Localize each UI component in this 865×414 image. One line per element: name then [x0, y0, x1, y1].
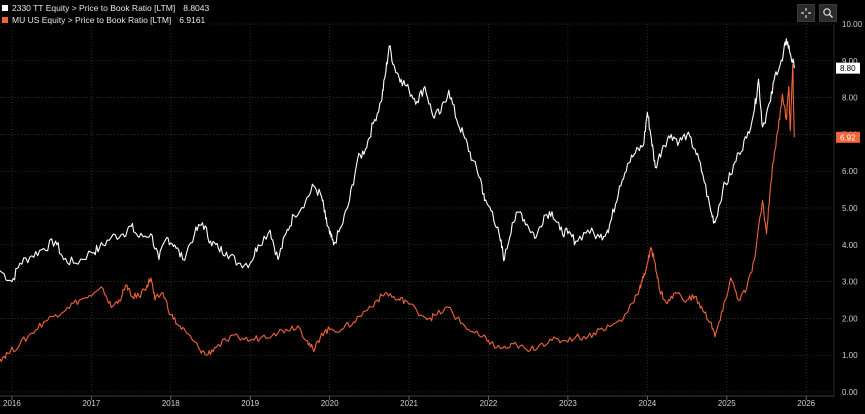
y-tick-label: 8.00	[842, 94, 858, 103]
chart-toolbar	[797, 4, 837, 22]
y-tick-label: 4.00	[842, 241, 858, 250]
x-tick-label: 2020	[321, 399, 339, 408]
x-tick-label: 2023	[559, 399, 577, 408]
legend-swatch-white	[2, 5, 8, 11]
y-tick-label: 5.00	[842, 204, 858, 213]
y-tick-label: 3.00	[842, 278, 858, 287]
x-tick-label: 2021	[400, 399, 418, 408]
legend-label: MU US Equity > Price to Book Ratio [LTM]	[12, 15, 172, 25]
legend-entry-mu-us: MU US Equity > Price to Book Ratio [LTM]…	[2, 14, 209, 26]
legend-swatch-orange	[2, 17, 8, 23]
x-tick-label: 2019	[241, 399, 259, 408]
last-value-label: 6.92	[840, 133, 856, 142]
y-tick-label: 9.00	[842, 57, 858, 66]
x-tick-label: 2018	[162, 399, 180, 408]
series-line-2330-tt	[0, 38, 795, 283]
chart-legend: 2330 TT Equity > Price to Book Ratio [LT…	[2, 2, 210, 26]
y-tick-label: 10.00	[842, 20, 863, 29]
x-tick-label: 2017	[82, 399, 100, 408]
y-tick-label: 1.00	[842, 351, 858, 360]
last-value-tag	[836, 62, 860, 74]
y-tick-label: 0.00	[842, 388, 858, 397]
legend-value: 8.8043	[183, 3, 210, 13]
x-tick-label: 2022	[480, 399, 498, 408]
x-tick-label: 2024	[638, 399, 656, 408]
y-tick-label: 2.00	[842, 314, 858, 323]
legend-label: 2330 TT Equity > Price to Book Ratio [LT…	[12, 3, 176, 13]
crosshair-icon[interactable]	[797, 4, 815, 22]
x-tick-label: 2026	[797, 399, 815, 408]
legend-entry-2330-tt: 2330 TT Equity > Price to Book Ratio [LT…	[2, 2, 209, 14]
zoom-icon[interactable]	[819, 4, 837, 22]
last-value-tag	[836, 131, 860, 143]
last-value-label: 8.80	[840, 64, 856, 73]
x-tick-label: 2025	[718, 399, 736, 408]
y-tick-label: 6.00	[842, 167, 858, 176]
series-line-mu-us	[0, 63, 795, 363]
x-tick-label: 2016	[3, 399, 21, 408]
legend-value: 6.9161	[179, 15, 206, 25]
